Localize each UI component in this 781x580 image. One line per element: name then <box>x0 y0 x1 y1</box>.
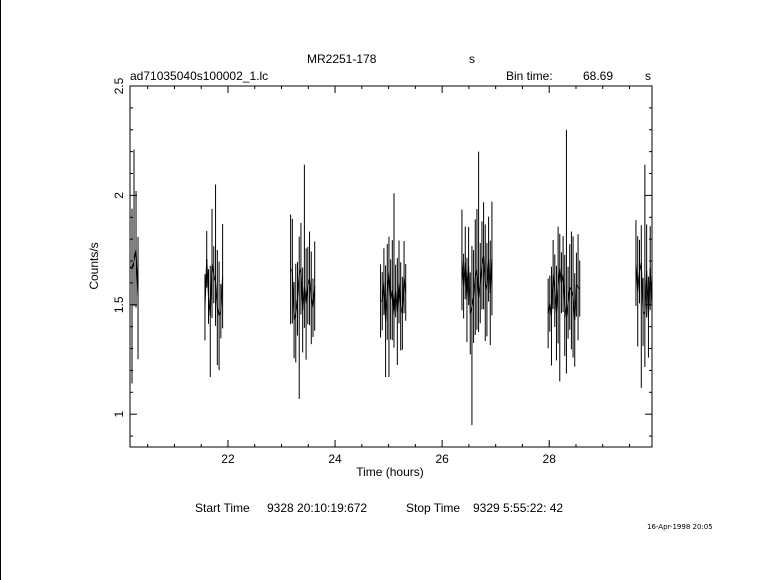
bin-connector <box>206 259 209 297</box>
bin-connector <box>646 270 649 318</box>
bin-connector <box>391 290 395 315</box>
bin-connector <box>305 285 309 305</box>
bin-connector <box>637 271 641 292</box>
bin-connector <box>557 268 561 286</box>
plot-timestamp: 16-Apr-1998 20:05 <box>647 523 713 531</box>
bin-connector <box>489 258 493 293</box>
bin-connector <box>302 287 305 311</box>
bin-connector <box>396 281 400 312</box>
bin-connector <box>469 306 473 314</box>
bin-time-unit: s <box>645 69 651 83</box>
bin-connector <box>464 262 468 300</box>
y-tick-label: 2.5 <box>112 77 126 94</box>
bin-connector <box>309 278 312 298</box>
bin-connector <box>403 277 407 293</box>
bin-connector <box>216 307 220 316</box>
plot-frame <box>129 85 653 448</box>
start-time-value: 9328 20:10:19:672 <box>267 501 368 515</box>
bin-connector <box>567 286 571 303</box>
bin-connector <box>574 284 577 320</box>
bin-connector <box>303 287 307 305</box>
x-tick-label: 24 <box>328 452 342 466</box>
bin-connector <box>290 269 293 272</box>
bin-connector <box>388 271 392 300</box>
bin-connector <box>476 269 480 298</box>
bin-connector <box>647 267 651 318</box>
stop-time-label: Stop Time <box>406 501 461 515</box>
bin-connector <box>297 273 300 299</box>
y-tick-label: 1.5 <box>112 296 126 313</box>
bin-connector <box>486 259 490 290</box>
bin-connector <box>312 286 316 308</box>
bin-connector <box>218 310 222 317</box>
bin-connector <box>468 266 471 314</box>
bin-time-value: 68.69 <box>583 69 614 83</box>
bin-connector <box>385 291 388 322</box>
bin-connector <box>213 274 217 283</box>
bin-connector <box>478 283 481 298</box>
bin-connector <box>552 274 556 291</box>
x-tick-label: 26 <box>435 452 449 466</box>
bin-connector <box>483 255 486 283</box>
bin-connector <box>550 274 554 317</box>
tick-labels: 22 24 26 28 1 1.5 2 2.5 <box>112 77 556 466</box>
bin-connector <box>215 282 218 308</box>
bin-connector <box>135 249 139 299</box>
bin-connector <box>635 263 639 292</box>
bin-connector <box>291 271 295 321</box>
bin-connector <box>488 259 491 293</box>
bin-connector <box>559 268 562 283</box>
bin-connector <box>577 286 581 289</box>
bin-connector <box>393 291 397 315</box>
bin-connector <box>471 296 475 307</box>
bin-connector <box>211 263 215 275</box>
y-tick-label: 2 <box>112 192 126 199</box>
bin-connector <box>569 286 572 291</box>
bin-connector <box>209 263 213 316</box>
bin-connector <box>555 285 559 314</box>
file-name: ad71035040s100002_1.lc <box>130 69 269 83</box>
y-axis-label: Counts/s <box>87 242 101 289</box>
bin-connector <box>479 265 483 284</box>
x-tick-label: 22 <box>221 452 235 466</box>
source-unit: s <box>469 52 475 66</box>
bin-connector <box>640 262 644 312</box>
bin-connector <box>562 274 566 306</box>
x-tick-label: 28 <box>543 452 557 466</box>
bin-connector <box>565 302 569 318</box>
left-border-line <box>0 0 1 580</box>
bin-connector <box>295 298 298 314</box>
bin-connector <box>461 259 465 287</box>
bin-connector <box>473 277 476 297</box>
bin-connector <box>204 259 208 308</box>
bin-connector <box>220 276 224 312</box>
bin-connector <box>398 281 402 307</box>
stop-time-value: 9329 5:55:22: 42 <box>473 501 564 515</box>
bin-connector <box>300 268 304 311</box>
source-name: MR2251-178 <box>307 52 377 66</box>
bin-connector <box>293 312 297 321</box>
bin-connector <box>131 261 135 270</box>
x-axis-label: Time (hours) <box>356 465 424 479</box>
y-tick-label: 1 <box>112 411 126 418</box>
bin-time-label: Bin time: <box>506 69 553 83</box>
bin-connector <box>570 290 574 298</box>
bin-connector <box>383 281 387 322</box>
error-bar-series <box>129 129 653 426</box>
bin-connector <box>564 305 567 318</box>
bin-connector <box>401 277 405 314</box>
bin-connector <box>644 270 648 315</box>
start-time-label: Start Time <box>195 501 250 515</box>
bin-connector <box>575 284 579 288</box>
